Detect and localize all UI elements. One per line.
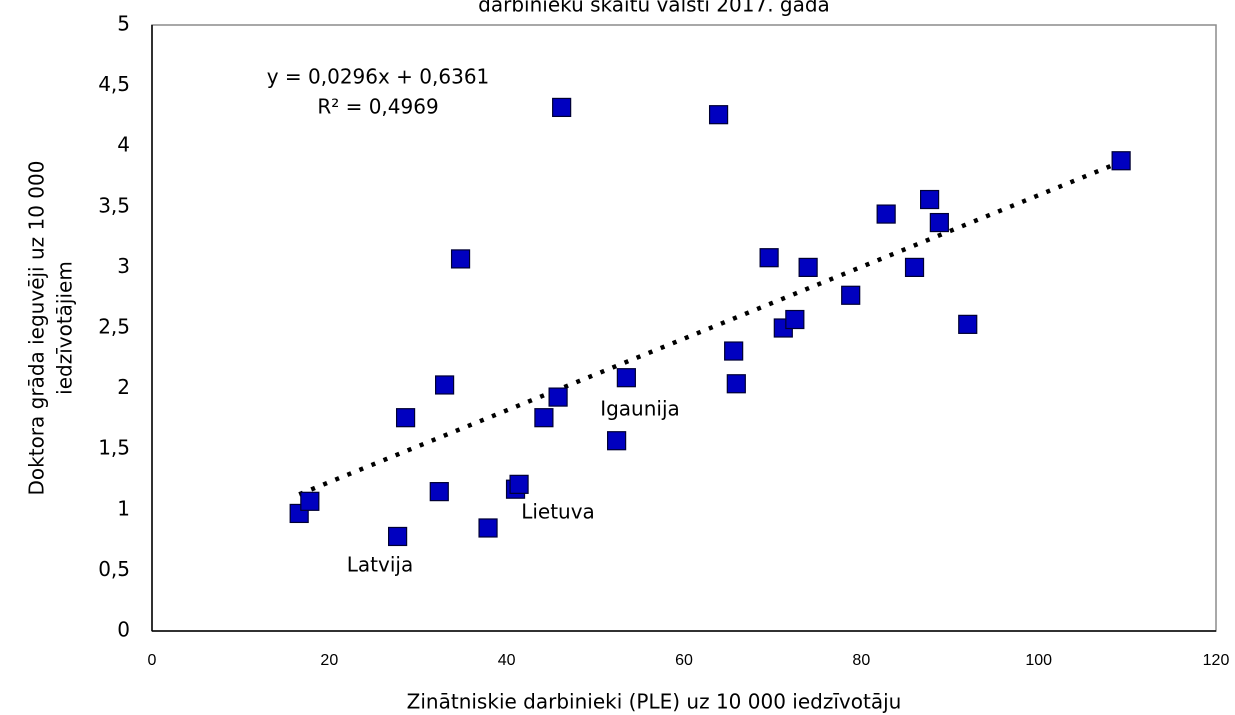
point [435, 375, 455, 395]
point [552, 97, 572, 118]
point [841, 285, 861, 305]
annotation: Igaunija [600, 397, 680, 421]
x-tick-label: 0 [148, 652, 157, 669]
x-tick-label: 80 [852, 652, 870, 669]
x-tick-label: 120 [1203, 652, 1230, 669]
y-tick-label: 0 [117, 618, 130, 642]
point [450, 249, 471, 269]
point [509, 474, 529, 494]
point [798, 257, 818, 277]
y-axis-label: Doktora grāda ieguvēji uz 10 000 [25, 161, 49, 496]
point [429, 482, 449, 502]
x-tick-label: 40 [498, 652, 516, 669]
point [929, 212, 949, 233]
point [616, 368, 636, 388]
point [300, 491, 320, 511]
point [785, 309, 805, 330]
annotation: Latvija [347, 553, 413, 577]
annotation: Lietuva [521, 500, 595, 524]
point [478, 518, 498, 538]
point [724, 341, 744, 361]
point [759, 248, 779, 268]
point [920, 189, 940, 210]
plot-area [151, 24, 1217, 632]
trendline [298, 159, 1122, 497]
point [548, 387, 568, 407]
y-tick-label: 1 [117, 496, 130, 520]
point [726, 374, 746, 394]
y-tick-label: 2,5 [98, 315, 130, 339]
x-tick-label: 20 [320, 652, 338, 669]
chart-title: darbinieku skaitu valstī 2017. gadā [478, 0, 830, 17]
y-tick-label: 2 [117, 375, 130, 399]
y-tick-label: 1,5 [98, 436, 130, 460]
y-axis-label: iedzīvotājiem [53, 261, 77, 395]
x-axis-label: Zinātniskie darbinieki (PLE) uz 10 000 i… [407, 690, 902, 714]
y-tick-label: 4,5 [98, 72, 130, 96]
point [395, 408, 416, 428]
x-tick-label: 100 [1025, 652, 1052, 669]
point [534, 408, 554, 428]
y-tick-label: 0,5 [98, 557, 130, 581]
trendline-r2: R² = 0,4969 [317, 95, 438, 119]
point [388, 526, 408, 547]
y-tick-label: 4 [117, 133, 130, 157]
y-tick-label: 3,5 [98, 193, 130, 217]
point [1111, 151, 1131, 171]
x-tick-label: 60 [675, 652, 693, 669]
y-tick-label: 3 [117, 254, 130, 278]
point [876, 204, 896, 224]
point [904, 257, 925, 277]
y-tick-label: 5 [117, 12, 130, 36]
point [708, 105, 729, 125]
point [958, 314, 978, 334]
trendline-equation: y = 0,0296x + 0,6361 [267, 65, 490, 89]
point [607, 431, 627, 451]
